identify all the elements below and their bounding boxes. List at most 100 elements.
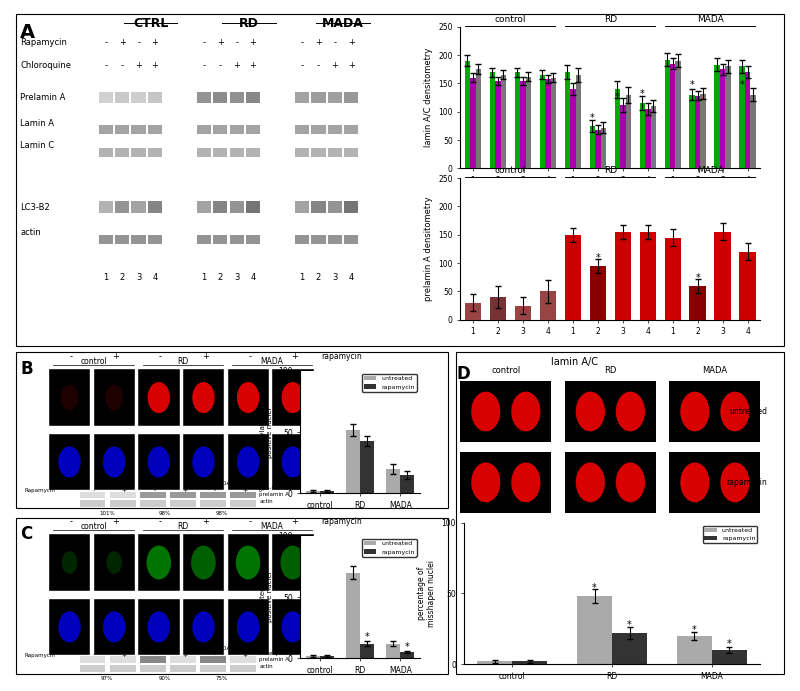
Text: LC3-B2: LC3-B2 <box>20 202 50 211</box>
Bar <box>138 369 180 426</box>
Text: RD: RD <box>160 645 169 651</box>
Text: +: + <box>291 517 298 526</box>
Text: actin: actin <box>259 499 273 504</box>
Bar <box>670 452 760 513</box>
Text: +: + <box>217 38 224 47</box>
Text: -: - <box>137 38 140 47</box>
Text: +: + <box>348 38 354 47</box>
Ellipse shape <box>106 385 123 410</box>
Bar <box>148 125 162 134</box>
Text: MADA: MADA <box>261 357 284 366</box>
Bar <box>311 92 326 103</box>
Text: 2: 2 <box>316 274 321 283</box>
Bar <box>98 235 113 244</box>
Bar <box>200 665 226 672</box>
Text: 101%: 101% <box>99 511 114 515</box>
Bar <box>140 665 166 672</box>
Text: +: + <box>113 517 119 526</box>
Text: RD: RD <box>604 366 617 375</box>
Bar <box>115 125 130 134</box>
Text: -: - <box>93 653 95 658</box>
Bar <box>227 434 269 490</box>
Bar <box>110 491 135 498</box>
Text: farnesylated
prelamin A: farnesylated prelamin A <box>321 554 360 565</box>
Bar <box>49 434 90 490</box>
Bar <box>115 201 130 213</box>
Ellipse shape <box>103 446 126 477</box>
Ellipse shape <box>146 546 171 580</box>
Text: lamin A/C: lamin A/C <box>551 357 598 367</box>
Text: -: - <box>301 61 303 70</box>
Bar <box>98 125 113 134</box>
Bar <box>213 235 227 244</box>
Bar <box>170 665 196 672</box>
Text: Rapamycin: Rapamycin <box>20 38 67 47</box>
Bar <box>460 452 551 513</box>
Text: non-farnesylated
prelamin A: non-farnesylated prelamin A <box>259 486 306 497</box>
Bar <box>295 201 310 213</box>
Ellipse shape <box>720 462 750 502</box>
Text: -: - <box>70 352 73 361</box>
Text: RD: RD <box>178 357 189 366</box>
Bar <box>230 201 244 213</box>
Text: RD: RD <box>160 481 169 486</box>
Bar <box>197 148 211 157</box>
Text: +: + <box>151 38 158 47</box>
Ellipse shape <box>106 551 122 574</box>
Text: A: A <box>20 23 35 42</box>
Text: 97%: 97% <box>101 676 113 681</box>
Text: rapamycin: rapamycin <box>321 352 362 361</box>
Text: -: - <box>248 517 251 526</box>
Bar <box>311 148 326 157</box>
Text: +: + <box>122 653 127 658</box>
Bar <box>98 92 113 103</box>
Text: 4: 4 <box>349 274 354 283</box>
Text: 2: 2 <box>120 274 125 283</box>
Text: 98%: 98% <box>216 511 228 515</box>
Bar <box>138 434 180 490</box>
Bar <box>344 201 358 213</box>
Text: Rapamycin: Rapamycin <box>24 653 55 658</box>
Text: RD: RD <box>239 17 259 30</box>
Bar <box>49 534 90 591</box>
Text: 2: 2 <box>218 274 223 283</box>
Bar <box>200 491 226 498</box>
Text: -: - <box>93 488 95 493</box>
Bar <box>670 381 760 442</box>
Text: -: - <box>235 38 238 47</box>
Bar <box>200 500 226 507</box>
Bar <box>246 235 260 244</box>
Bar <box>460 381 551 442</box>
Bar <box>80 491 106 498</box>
Text: +: + <box>234 61 240 70</box>
Text: +: + <box>202 517 209 526</box>
Text: -: - <box>70 517 73 526</box>
Bar <box>328 125 342 134</box>
Text: -: - <box>159 352 162 361</box>
Bar <box>230 235 244 244</box>
Bar <box>272 534 314 591</box>
Bar <box>131 201 146 213</box>
Bar <box>94 598 135 655</box>
Bar <box>344 92 358 103</box>
Text: DAPI: DAPI <box>321 627 335 633</box>
Bar <box>246 125 260 134</box>
Ellipse shape <box>471 462 500 502</box>
Bar <box>138 598 180 655</box>
Ellipse shape <box>62 551 78 574</box>
Bar <box>328 201 342 213</box>
Text: rapamycin: rapamycin <box>321 517 362 526</box>
Bar <box>148 201 162 213</box>
Ellipse shape <box>192 446 214 477</box>
Text: +: + <box>113 352 119 361</box>
Bar <box>80 500 106 507</box>
Text: untreated: untreated <box>729 407 767 416</box>
Ellipse shape <box>191 546 216 580</box>
Text: +: + <box>348 61 354 70</box>
Bar <box>197 235 211 244</box>
Bar <box>344 148 358 157</box>
Ellipse shape <box>511 462 541 502</box>
Text: 4: 4 <box>152 274 158 283</box>
Ellipse shape <box>103 612 126 643</box>
Text: -: - <box>154 488 155 493</box>
